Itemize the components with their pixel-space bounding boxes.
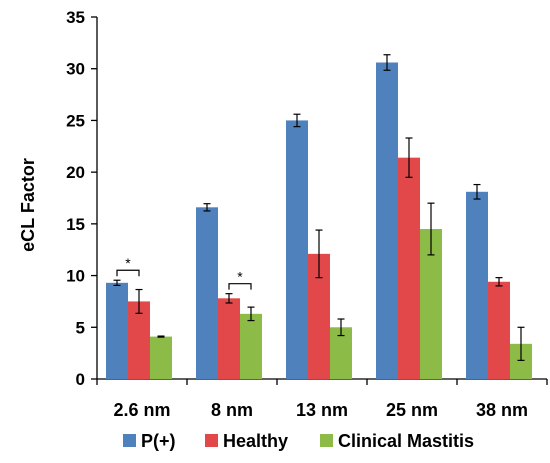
significance-bracket: [116, 269, 140, 277]
bar: [376, 62, 398, 379]
significance-bracket: [228, 283, 252, 290]
x-tick-label: 13 nm: [296, 400, 348, 420]
x-tick-label: 25 nm: [386, 400, 438, 420]
x-tick-label: 2.6 nm: [113, 400, 170, 420]
bar: [128, 301, 150, 379]
legend-label: Healthy: [223, 431, 288, 451]
significance-label: *: [125, 255, 131, 271]
x-tick-label: 8 nm: [211, 400, 253, 420]
y-tick-label: 0: [76, 370, 85, 389]
y-tick-label: 30: [66, 60, 85, 79]
y-tick-label: 20: [66, 163, 85, 182]
legend-label: Clinical Mastitis: [338, 431, 474, 451]
y-axis-label: eCL Factor: [18, 158, 38, 252]
bar: [466, 191, 488, 379]
y-tick-label: 25: [66, 111, 85, 130]
bar: [196, 207, 218, 379]
significance-label: *: [237, 269, 243, 285]
bar: [150, 336, 172, 379]
y-tick-label: 5: [76, 318, 85, 337]
legend-swatch: [123, 434, 136, 447]
y-tick-label: 35: [66, 8, 85, 27]
y-tick-label: 10: [66, 267, 85, 286]
bar: [510, 343, 532, 379]
bar: [308, 253, 330, 379]
bar: [488, 281, 510, 379]
y-tick-label: 15: [66, 215, 85, 234]
bar: [240, 313, 262, 379]
legend-label: P(+): [141, 431, 176, 451]
legend-swatch: [320, 434, 333, 447]
legend: P(+) Healthy Clinical Mastitis: [123, 431, 474, 451]
bar: [420, 229, 442, 379]
bar: [398, 157, 420, 379]
legend-swatch: [205, 434, 218, 447]
bar: [330, 327, 352, 379]
x-tick-label: 38 nm: [476, 400, 528, 420]
bar: [286, 120, 308, 379]
bar: [218, 298, 240, 379]
bar: [106, 282, 128, 379]
